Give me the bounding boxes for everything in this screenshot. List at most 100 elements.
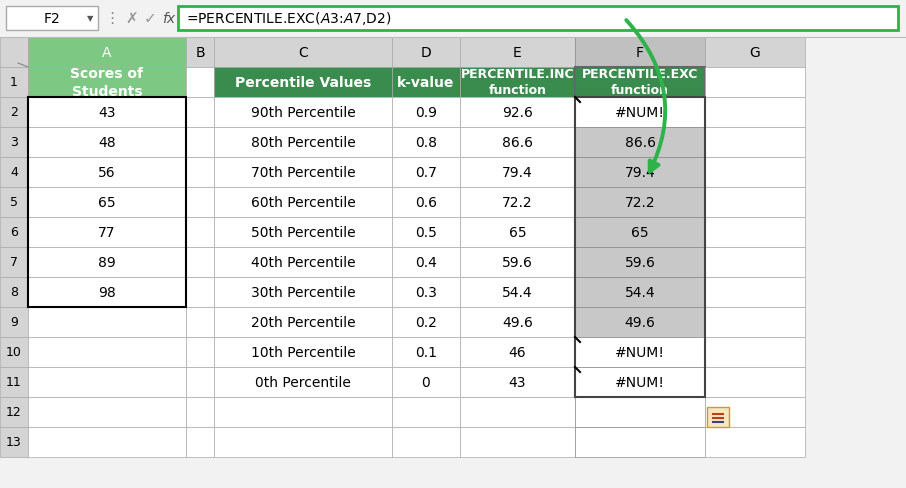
Bar xyxy=(28,98,186,128)
Bar xyxy=(705,38,805,68)
Bar xyxy=(28,307,186,337)
Text: 56: 56 xyxy=(98,165,116,180)
Bar xyxy=(575,68,705,98)
Text: 59.6: 59.6 xyxy=(502,256,533,269)
Text: PERCENTILE.INC
function: PERCENTILE.INC function xyxy=(460,68,574,97)
Bar xyxy=(0,427,28,457)
Text: 46: 46 xyxy=(508,346,526,359)
Text: 9: 9 xyxy=(10,316,18,329)
Text: 72.2: 72.2 xyxy=(502,196,533,209)
Bar xyxy=(0,158,28,187)
Bar xyxy=(28,38,186,68)
Text: F: F xyxy=(636,46,644,60)
Text: 40th Percentile: 40th Percentile xyxy=(251,256,355,269)
Text: 65: 65 xyxy=(508,225,526,240)
Bar xyxy=(6,7,98,31)
Bar xyxy=(392,187,460,218)
Bar xyxy=(705,218,805,247)
Text: Percentile Values: Percentile Values xyxy=(235,76,371,90)
Text: 3: 3 xyxy=(10,136,18,149)
Text: 79.4: 79.4 xyxy=(502,165,533,180)
Bar xyxy=(214,158,392,187)
Text: #NUM!: #NUM! xyxy=(615,346,665,359)
Text: A: A xyxy=(102,46,111,60)
Bar xyxy=(575,98,705,397)
Text: 48: 48 xyxy=(98,136,116,150)
Text: ▼: ▼ xyxy=(87,15,93,23)
Bar xyxy=(0,337,28,367)
Bar xyxy=(392,427,460,457)
Text: 70th Percentile: 70th Percentile xyxy=(251,165,355,180)
Text: 11: 11 xyxy=(6,376,22,389)
Bar xyxy=(186,38,214,68)
Bar xyxy=(575,397,705,427)
Bar xyxy=(460,218,575,247)
Text: D: D xyxy=(420,46,431,60)
Bar xyxy=(0,307,28,337)
Bar xyxy=(178,7,898,31)
Bar xyxy=(575,337,705,367)
Bar xyxy=(392,397,460,427)
Bar xyxy=(186,367,214,397)
Bar xyxy=(705,187,805,218)
Bar xyxy=(705,278,805,307)
Bar xyxy=(28,187,186,218)
Bar xyxy=(0,247,28,278)
Bar xyxy=(214,68,392,98)
Bar xyxy=(28,337,186,367)
Bar xyxy=(392,278,460,307)
Text: 92.6: 92.6 xyxy=(502,106,533,120)
Text: 1: 1 xyxy=(10,76,18,89)
Text: 30th Percentile: 30th Percentile xyxy=(251,285,355,299)
Text: 0.4: 0.4 xyxy=(415,256,437,269)
Bar xyxy=(705,98,805,128)
Text: 8: 8 xyxy=(10,286,18,299)
Bar xyxy=(0,98,28,128)
Text: 65: 65 xyxy=(631,225,649,240)
Bar xyxy=(0,367,28,397)
Bar xyxy=(392,128,460,158)
Text: ✗: ✗ xyxy=(126,12,139,26)
Text: 90th Percentile: 90th Percentile xyxy=(251,106,355,120)
Text: 86.6: 86.6 xyxy=(502,136,533,150)
Bar xyxy=(186,397,214,427)
Bar xyxy=(0,397,28,427)
Bar xyxy=(186,427,214,457)
Bar xyxy=(460,98,575,128)
Bar xyxy=(575,158,705,187)
Text: 43: 43 xyxy=(509,375,526,389)
Bar xyxy=(0,128,28,158)
Bar xyxy=(705,68,805,98)
Text: k-value: k-value xyxy=(398,76,455,90)
Bar xyxy=(575,128,705,158)
Bar xyxy=(214,247,392,278)
Bar xyxy=(28,158,186,187)
Bar xyxy=(214,278,392,307)
Bar xyxy=(705,427,805,457)
Bar xyxy=(0,278,28,307)
Bar xyxy=(0,38,28,68)
Bar xyxy=(460,427,575,457)
Text: 77: 77 xyxy=(98,225,116,240)
Bar xyxy=(214,187,392,218)
Bar xyxy=(392,158,460,187)
Text: 0.6: 0.6 xyxy=(415,196,437,209)
Text: B: B xyxy=(195,46,205,60)
Text: 98: 98 xyxy=(98,285,116,299)
Bar xyxy=(214,98,392,128)
Bar xyxy=(186,187,214,218)
Bar xyxy=(186,158,214,187)
Text: 72.2: 72.2 xyxy=(625,196,655,209)
Text: 5: 5 xyxy=(10,196,18,209)
Text: G: G xyxy=(749,46,760,60)
Text: 0.9: 0.9 xyxy=(415,106,437,120)
Bar xyxy=(460,68,575,98)
Text: 86.6: 86.6 xyxy=(624,136,656,150)
Bar xyxy=(28,278,186,307)
Text: 60th Percentile: 60th Percentile xyxy=(251,196,355,209)
Text: 80th Percentile: 80th Percentile xyxy=(251,136,355,150)
Bar xyxy=(392,98,460,128)
Bar xyxy=(186,337,214,367)
Bar xyxy=(214,307,392,337)
Bar xyxy=(392,307,460,337)
